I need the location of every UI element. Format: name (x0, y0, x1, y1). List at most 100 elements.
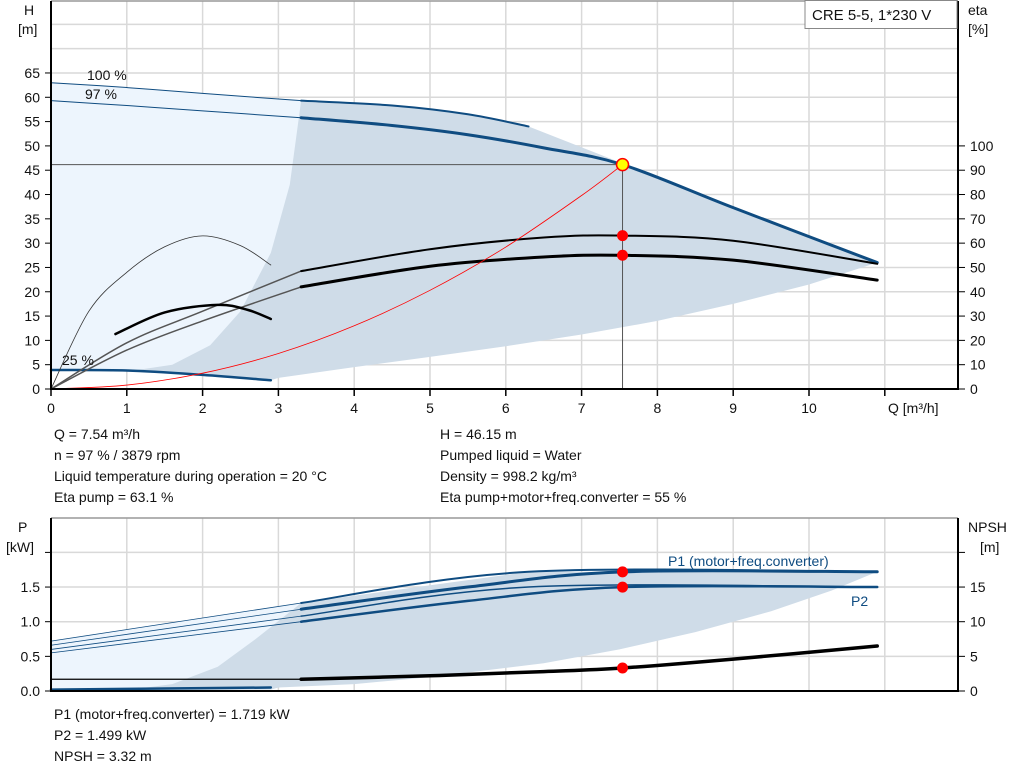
q-tick-label: 3 (275, 400, 283, 416)
readout-density: Density = 998.2 kg/m³ (440, 468, 577, 484)
h-tick-label: 15 (24, 308, 40, 324)
system-curve (50, 164, 623, 390)
eta-pump-curve (300, 234, 879, 273)
eta-tick-label: 70 (970, 211, 986, 227)
eta-tick-label: 50 (970, 259, 986, 275)
curve-label-97: 97 % (85, 86, 117, 102)
h-tick-label: 40 (24, 187, 40, 203)
npsh-curve (299, 644, 879, 681)
operating-point-marker (615, 157, 630, 172)
p-tick-label: 1.0 (21, 614, 41, 630)
readout-h: H = 46.15 m (440, 426, 517, 442)
p2-100-curve-thin (50, 615, 302, 650)
h-tick-label: 65 (24, 65, 40, 81)
h-tick-label: 30 (24, 235, 40, 251)
eta-tick-label: 60 (970, 235, 986, 251)
h-tick-label: 35 (24, 211, 40, 227)
q-axis-label: Q [m³/h] (888, 400, 939, 416)
p-tick-label: 0.0 (21, 683, 41, 699)
qh-curve-100 (300, 99, 530, 128)
h-axis-label: H (24, 2, 34, 18)
eta-axis-label: eta (968, 2, 988, 18)
p-25-curve (49, 686, 273, 691)
eta-tick-label: 0 (970, 381, 978, 397)
npsh-duty-marker (617, 662, 629, 674)
readout-eta-pump: Eta pump = 63.1 % (54, 489, 173, 505)
eta-total-curve-thin (50, 286, 302, 390)
h-tick-label: 0 (32, 381, 40, 397)
h-tick-label: 20 (24, 284, 40, 300)
readout-temperature: Liquid temperature during operation = 20… (54, 468, 327, 484)
qh-curve-97 (299, 116, 879, 265)
readout-speed: n = 97 % / 3879 rpm (54, 447, 180, 463)
bottom-operating-areas (51, 571, 878, 691)
h-tick-label: 10 (24, 332, 40, 348)
title-box (804, 0, 958, 29)
eta-pump-curve-thin (50, 270, 302, 390)
qh-curve-25 (49, 368, 273, 382)
npsh-tick-label: 15 (970, 579, 986, 595)
q-tick-label: 10 (801, 400, 817, 416)
npsh-tick-label: 0 (970, 683, 978, 699)
eta-tick-label: 90 (970, 162, 986, 178)
h-tick-label: 45 (24, 162, 40, 178)
qh-curve-97-thin (50, 100, 302, 119)
eta-total-duty-marker (617, 249, 629, 261)
h-tick-label: 5 (32, 357, 40, 373)
readout-liquid: Pumped liquid = Water (440, 447, 582, 463)
eta-tick-label: 10 (970, 357, 986, 373)
q-tick-label: 0 (47, 400, 55, 416)
bottom-axes: 0.0 0.5 1.0 1.5 0 5 10 15 (21, 517, 986, 699)
readout-q: Q = 7.54 m³/h (54, 426, 140, 442)
q-tick-label: 4 (350, 400, 358, 416)
q-tick-label: 2 (199, 400, 207, 416)
eta-tick-label: 80 (970, 187, 986, 203)
readout-p2: P2 = 1.499 kW (54, 727, 147, 743)
p-axis-unit: [kW] (6, 539, 34, 555)
h-axis-unit: [m] (18, 21, 37, 37)
p2-curve-label: P2 (851, 593, 868, 609)
p1-curve-label: P1 (motor+freq.converter) (668, 553, 829, 569)
top-curves (49, 82, 879, 390)
eta-total-low-speed-curve (114, 303, 273, 336)
npsh-axis-unit: [m] (980, 539, 999, 555)
p-tick-label: 0.5 (21, 648, 41, 664)
npsh-tick-label: 10 (970, 614, 986, 630)
p1-97-curve-thin (50, 608, 302, 646)
h-tick-label: 60 (24, 89, 40, 105)
readout-p1: P1 (motor+freq.converter) = 1.719 kW (54, 706, 291, 722)
h-tick-label: 25 (24, 259, 40, 275)
q-tick-label: 6 (502, 400, 510, 416)
p1-100-curve-thin (50, 602, 302, 642)
q-tick-label: 1 (123, 400, 131, 416)
eta-tick-label: 40 (970, 284, 986, 300)
npsh-tick-label: 5 (970, 648, 978, 664)
q-tick-label: 9 (729, 400, 737, 416)
curve-label-100: 100 % (87, 67, 127, 83)
bottom-curves (49, 566, 879, 691)
eta-pump-low-speed-curve (50, 235, 272, 390)
p-tick-label: 1.5 (21, 579, 41, 595)
eta-pump-duty-marker (617, 230, 629, 242)
h-tick-label: 50 (24, 138, 40, 154)
p2-duty-marker (617, 581, 629, 593)
eta-tick-label: 100 (970, 138, 994, 154)
top-operating-areas (51, 82, 878, 381)
npsh-axis-label: NPSH (968, 519, 1007, 535)
top-axes: 0 1 2 3 4 5 6 7 8 9 100510152025303540455055606501… (24, 0, 994, 416)
qh-curve-100-thin (50, 82, 302, 102)
readout-eta-total: Eta pump+motor+freq.converter = 55 % (440, 489, 686, 505)
eta-tick-label: 30 (970, 308, 986, 324)
full-range-area (51, 82, 302, 381)
power-operating-area (119, 571, 878, 691)
q-tick-label: 5 (426, 400, 434, 416)
p2-97-curve-thin (50, 621, 302, 654)
eta-axis-unit: [%] (968, 21, 988, 37)
p2-97-curve (299, 584, 879, 623)
h-tick-label: 55 (24, 114, 40, 130)
readout-npsh: NPSH = 3.32 m (54, 748, 152, 764)
curve-label-25: 25 % (62, 352, 94, 368)
q-tick-label: 7 (578, 400, 586, 416)
p-axis-label: P (18, 519, 27, 535)
